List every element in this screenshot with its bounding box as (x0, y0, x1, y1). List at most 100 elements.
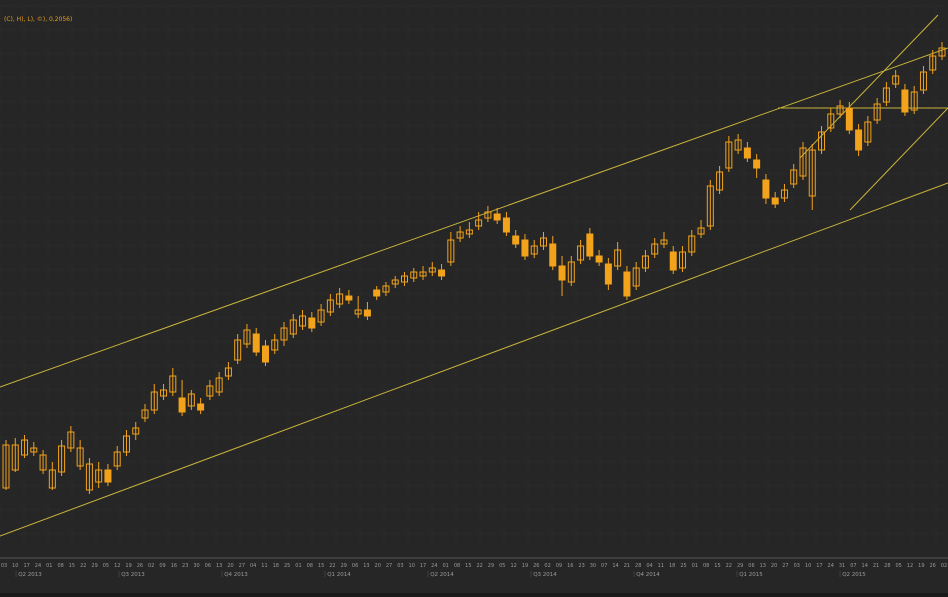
candle (104, 464, 112, 486)
candle (150, 384, 158, 414)
candle-body (734, 139, 742, 151)
candle (465, 222, 473, 238)
candle-body (836, 105, 844, 115)
candle-body (688, 235, 696, 253)
candle (317, 304, 325, 326)
x-tick-label: 29 (737, 563, 743, 569)
candle-body (892, 75, 900, 85)
quarter-label: Q1 2014 (327, 572, 351, 578)
candle-body (373, 289, 381, 297)
candle-body (21, 439, 29, 456)
candle (456, 226, 464, 242)
candle-body (113, 451, 121, 467)
candle-body (762, 179, 770, 199)
x-tick-label: 18 (273, 563, 279, 569)
quarter-label: Q2 2013 (18, 572, 42, 578)
candle (493, 208, 501, 224)
candle (919, 66, 927, 94)
quarter-label: Q1 2015 (739, 572, 763, 578)
quarter-label: Q2 2015 (842, 572, 866, 578)
candle (929, 50, 937, 74)
candle-body (567, 261, 575, 283)
candle-body (484, 211, 492, 219)
candle (261, 340, 269, 366)
candle-body (669, 251, 677, 271)
x-tick-label: 30 (193, 563, 199, 569)
candle (21, 435, 29, 458)
candle (48, 462, 56, 490)
quarter-label: Q3 2013 (121, 572, 145, 578)
candle-body (660, 239, 668, 245)
x-tick-label: 13 (216, 563, 222, 569)
candle-body (30, 447, 38, 453)
x-tick-label: 17 (23, 563, 29, 569)
candle (734, 134, 742, 154)
candle-body (345, 295, 353, 301)
x-tick-label: 15 (714, 563, 720, 569)
candle (623, 266, 631, 300)
candle-body (827, 113, 835, 129)
x-tick-label: 06 (205, 563, 211, 569)
candle-body (400, 275, 408, 283)
candle-body (85, 463, 93, 491)
candle (549, 236, 557, 270)
candle-body (502, 217, 510, 233)
candle (122, 430, 130, 456)
candle (39, 450, 47, 474)
candle (132, 422, 140, 440)
candle-body (363, 309, 371, 317)
candle (410, 268, 418, 282)
x-tick-label: 31 (839, 563, 845, 569)
candle (743, 142, 751, 162)
candle-body (289, 319, 297, 335)
x-tick-label: 20 (227, 563, 233, 569)
candle-body (716, 171, 724, 191)
candle-body (623, 271, 631, 297)
candle (753, 154, 761, 178)
candle-body (447, 239, 455, 263)
candle (373, 286, 381, 300)
candle-body (48, 469, 56, 489)
candle-body (317, 309, 325, 323)
candle-body (790, 169, 798, 185)
candle (326, 294, 334, 316)
candle (67, 426, 75, 452)
candle (669, 246, 677, 274)
x-tick-label: 14 (862, 563, 868, 569)
candle (540, 232, 548, 250)
quarter-label: Q4 2013 (224, 572, 248, 578)
x-tick-label: 22 (80, 563, 86, 569)
candle (113, 446, 121, 470)
candle-body (132, 427, 140, 435)
x-tick-label: 27 (782, 563, 788, 569)
x-tick-label: 13 (363, 563, 369, 569)
x-tick-label: 06 (748, 563, 754, 569)
x-tick-label: 15 (318, 563, 324, 569)
candle-body (512, 235, 520, 245)
x-tick-label: 09 (556, 563, 562, 569)
candle-body (39, 454, 47, 471)
candle (30, 442, 38, 456)
x-tick-label: 02 (544, 563, 550, 569)
x-tick-label: 22 (476, 563, 482, 569)
candle (354, 296, 362, 318)
x-tick-label: 09 (159, 563, 165, 569)
x-tick-label: 23 (182, 563, 188, 569)
x-tick-label: 24 (431, 563, 437, 569)
candle-body (808, 149, 816, 197)
candle (716, 166, 724, 194)
x-tick-label: 12 (907, 563, 913, 569)
x-tick-label: 04 (646, 563, 652, 569)
candle-body (271, 339, 279, 351)
candle (521, 234, 529, 260)
candle (95, 462, 103, 488)
candle (586, 228, 594, 260)
candle-body (438, 269, 446, 277)
x-tick-label: 05 (896, 563, 902, 569)
candle-body (354, 309, 362, 315)
candle-body (725, 141, 733, 169)
candle-body (845, 107, 853, 131)
candle (391, 276, 399, 288)
candle-body (929, 55, 937, 71)
